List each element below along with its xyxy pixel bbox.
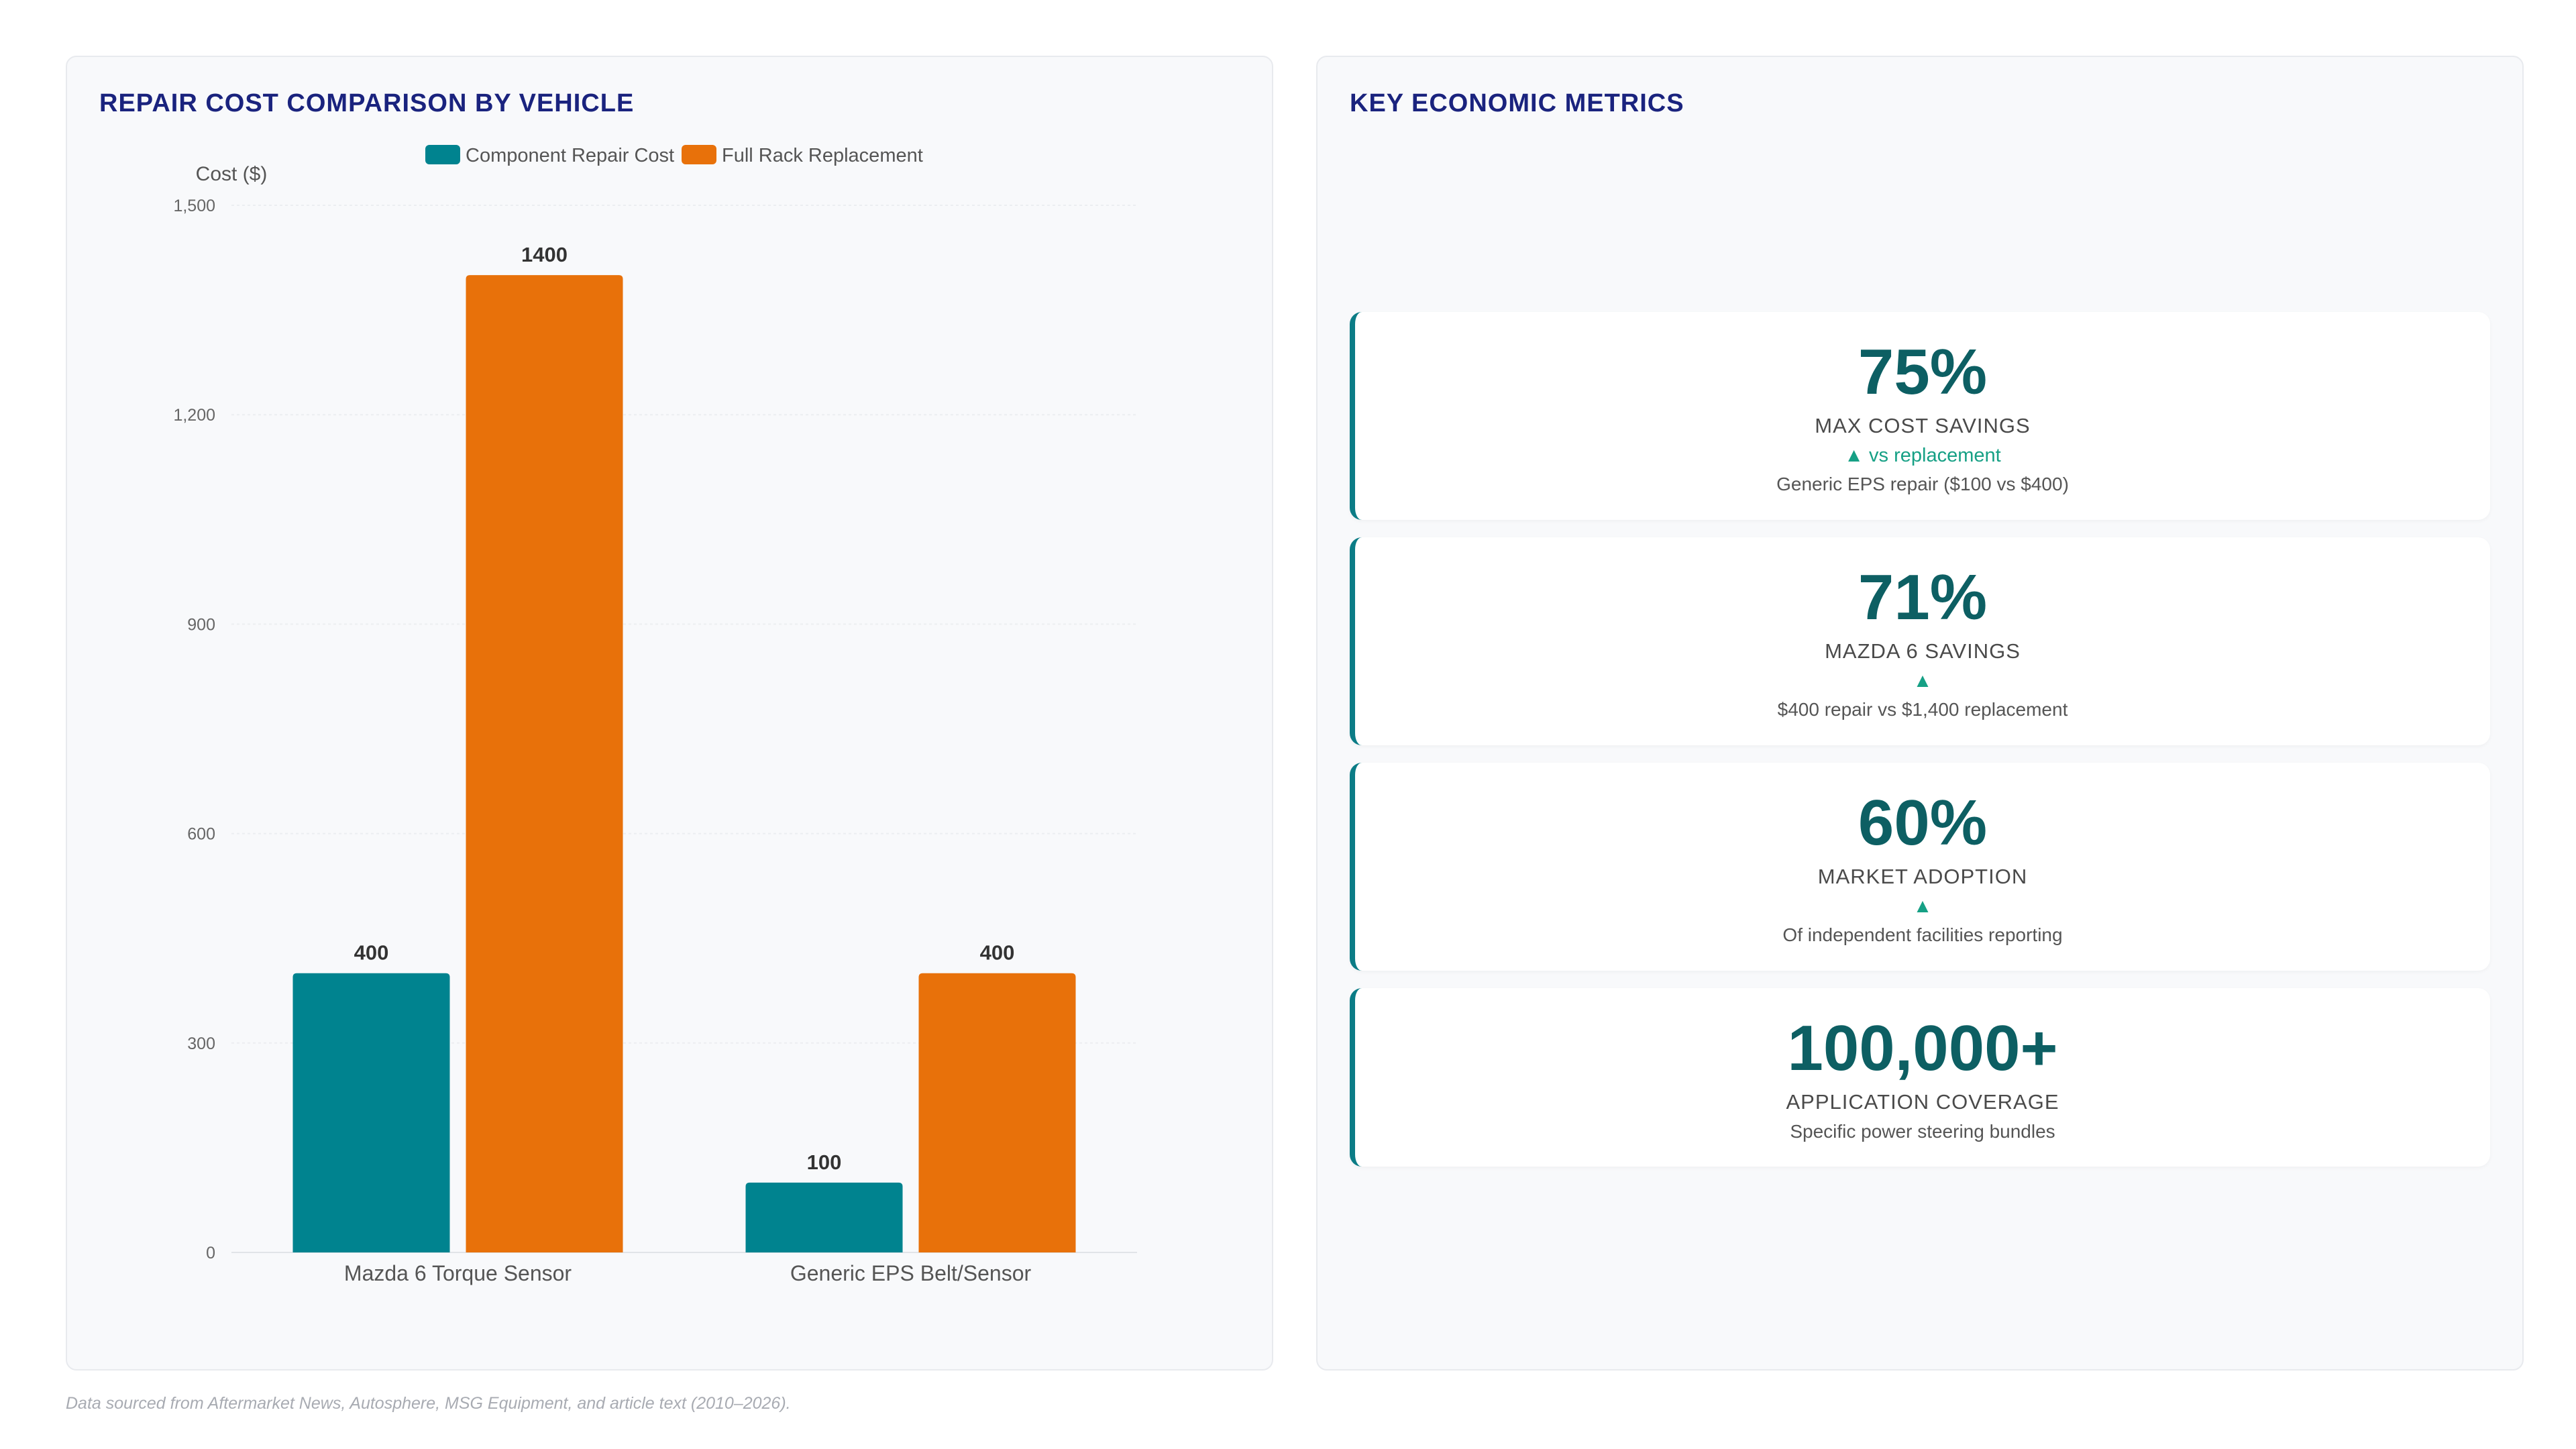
metric-value: 100,000+ xyxy=(1787,1012,2058,1084)
metric-label: MAX COST SAVINGS xyxy=(1815,414,2031,437)
y-tick-label: 1,500 xyxy=(173,197,215,215)
metric-label: MAZDA 6 SAVINGS xyxy=(1825,639,2021,663)
data-label: 1400 xyxy=(521,243,568,266)
chart-title: REPAIR COST COMPARISON BY VEHICLE xyxy=(99,89,635,117)
data-label: 400 xyxy=(354,941,389,965)
metric-card-market-adoption: 60% MARKET ADOPTION ▲ Of independent fac… xyxy=(1350,763,2490,971)
metric-description: Generic EPS repair ($100 vs $400) xyxy=(1776,474,2069,494)
metric-label: MARKET ADOPTION xyxy=(1817,865,2028,888)
footer-source-note: Data sourced from Aftermarket News, Auto… xyxy=(66,1394,791,1413)
metrics-panel: KEY ECONOMIC METRICS 75% MAX COST SAVING… xyxy=(1316,56,2524,1371)
metric-trend: ▲ xyxy=(1913,896,1933,917)
y-axis-title: Cost ($) xyxy=(196,163,268,185)
metric-label: APPLICATION COVERAGE xyxy=(1786,1090,2059,1114)
legend-label: Full Rack Replacement xyxy=(722,145,923,166)
bar xyxy=(292,973,450,1252)
metric-card-application-coverage: 100,000+ APPLICATION COVERAGE Specific p… xyxy=(1350,988,2490,1167)
metric-description: Specific power steering bundles xyxy=(1790,1121,2055,1142)
legend-label: Component Repair Cost xyxy=(466,145,674,166)
metric-trend: ▲ xyxy=(1913,670,1933,692)
metric-card-mazda-6-savings: 71% MAZDA 6 SAVINGS ▲ $400 repair vs $1,… xyxy=(1350,537,2490,745)
chart-panel: REPAIR COST COMPARISON BY VEHICLE 0 300 60… xyxy=(66,56,1273,1371)
data-label: 100 xyxy=(807,1150,842,1174)
x-tick-label: Generic EPS Belt/Sensor xyxy=(790,1261,1032,1285)
bar xyxy=(466,275,623,1253)
metric-description: $400 repair vs $1,400 replacement xyxy=(1777,699,2068,720)
metric-value: 71% xyxy=(1858,561,1988,633)
bar-chart: 0 300 600 900 1,200 1,500 Cost ($) Component Re… xyxy=(173,145,1137,1285)
y-tick-label: 300 xyxy=(187,1034,215,1053)
data-label: 400 xyxy=(980,941,1015,965)
legend-swatch xyxy=(425,145,460,164)
metric-value: 60% xyxy=(1858,787,1988,859)
metric-card-max-cost-savings: 75% MAX COST SAVINGS ▲ vs replacement Ge… xyxy=(1350,312,2490,520)
metrics-title: KEY ECONOMIC METRICS xyxy=(1350,89,1684,117)
y-tick-label: 0 xyxy=(206,1244,215,1263)
y-tick-label: 900 xyxy=(187,615,215,634)
metric-trend: ▲ vs replacement xyxy=(1844,445,2001,466)
legend-swatch xyxy=(682,145,716,164)
metric-description: Of independent facilities reporting xyxy=(1782,924,2063,945)
metric-value: 75% xyxy=(1858,336,1988,408)
x-tick-label: Mazda 6 Torque Sensor xyxy=(344,1261,572,1285)
y-tick-label: 600 xyxy=(187,825,215,844)
bar xyxy=(918,973,1076,1252)
y-tick-label: 1,200 xyxy=(173,406,215,425)
bar xyxy=(745,1182,903,1252)
